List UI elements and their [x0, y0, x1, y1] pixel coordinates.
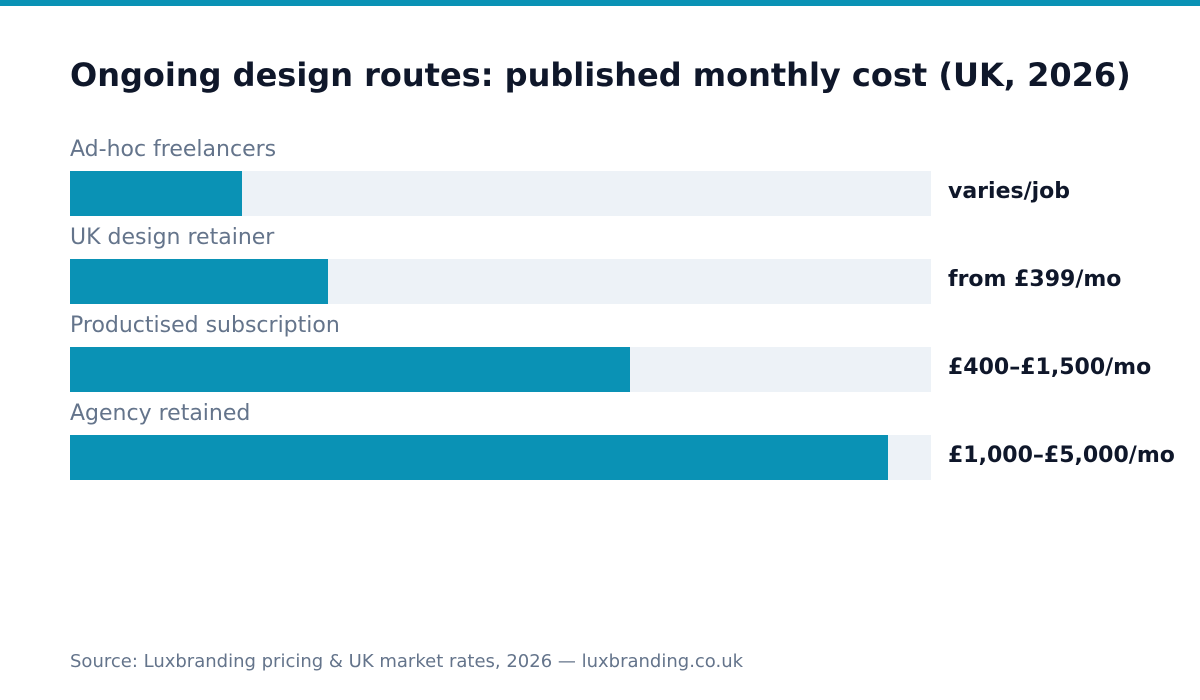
- bar: [70, 347, 630, 392]
- bar: [70, 171, 242, 216]
- bar: [70, 259, 328, 304]
- top-accent-bar: [0, 0, 1200, 6]
- value-label: varies/job: [948, 179, 1071, 204]
- bar-row: Productised subscription £400–£1,500/mo: [70, 313, 1190, 393]
- value-label: £1,000–£5,000/mo: [948, 443, 1175, 468]
- bar-row: UK design retainer from £399/mo: [70, 225, 1190, 305]
- category-label: Agency retained: [70, 401, 251, 426]
- chart-title: Ongoing design routes: published monthly…: [70, 56, 1131, 94]
- value-label: £400–£1,500/mo: [948, 355, 1152, 380]
- bar-row: Agency retained £1,000–£5,000/mo: [70, 401, 1190, 481]
- category-label: Productised subscription: [70, 313, 340, 338]
- bar-row: Ad-hoc freelancers varies/job: [70, 137, 1190, 217]
- source-note: Source: Luxbranding pricing & UK market …: [70, 651, 744, 672]
- bar-track: [70, 259, 931, 304]
- bar-track: [70, 347, 931, 392]
- bar-track: [70, 435, 931, 480]
- category-label: Ad-hoc freelancers: [70, 137, 277, 162]
- category-label: UK design retainer: [70, 225, 275, 250]
- bar: [70, 435, 888, 480]
- value-label: from £399/mo: [948, 267, 1122, 292]
- bar-track: [70, 171, 931, 216]
